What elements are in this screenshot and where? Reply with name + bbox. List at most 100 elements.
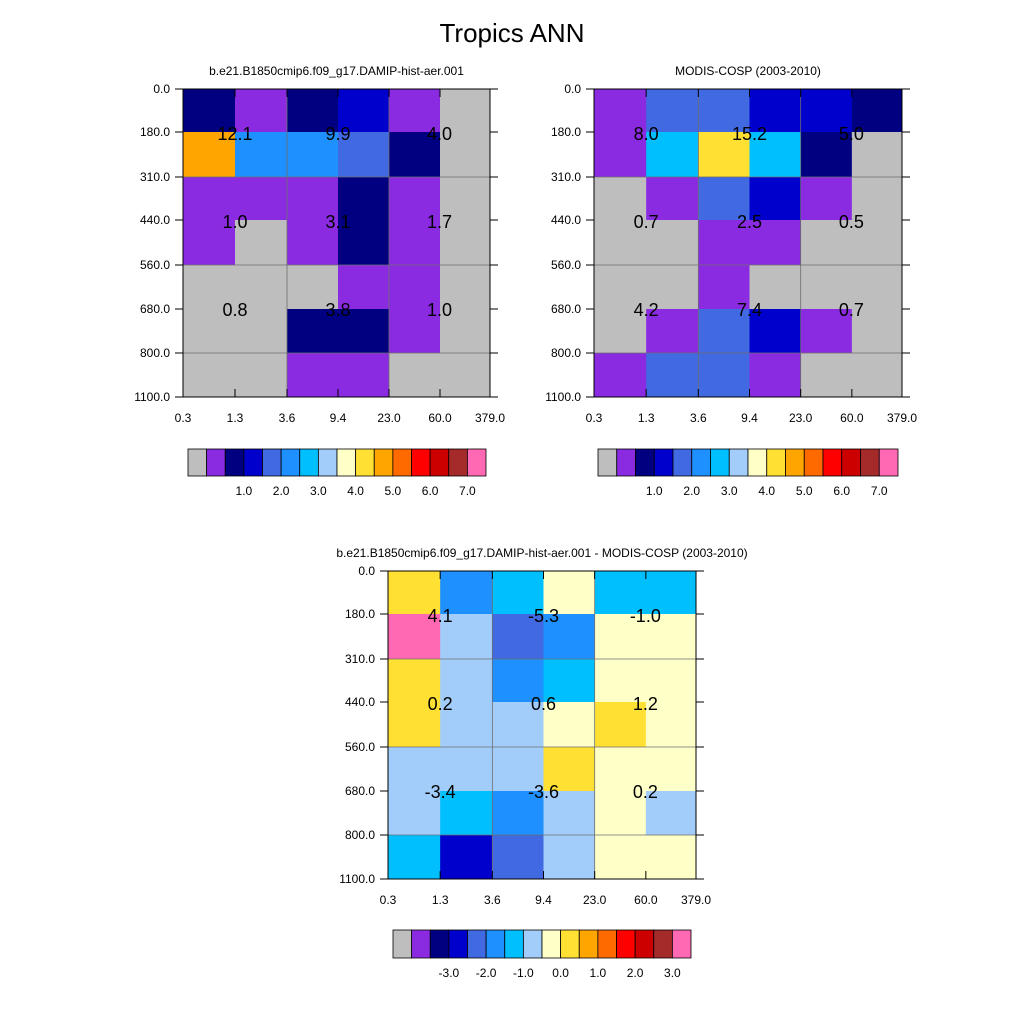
heatmap-cell	[338, 89, 390, 133]
heatmap-cell	[388, 571, 441, 615]
heatmap-cell	[183, 309, 236, 354]
heatmap-cell	[800, 132, 853, 178]
heatmap-cell	[646, 132, 699, 178]
heatmap-cell	[646, 309, 699, 354]
heatmap-cell	[800, 309, 853, 354]
heatmap-cell	[440, 747, 493, 792]
colorbar-label: 4.0	[758, 484, 775, 498]
heatmap-cell	[749, 132, 802, 178]
colorbar-label: 2.0	[627, 966, 644, 980]
y-tick-label: 800.0	[551, 346, 581, 360]
heatmap-cell	[646, 265, 699, 310]
colorbar-swatch	[522, 929, 543, 959]
heatmap-cell	[183, 353, 236, 398]
cell-value-label: 4.2	[634, 300, 659, 320]
y-tick-label: 180.0	[345, 607, 375, 621]
heatmap-cell	[594, 702, 647, 748]
cell-value-label: 3.1	[325, 212, 350, 232]
panel-title: b.e21.B1850cmip6.f09_g17.DAMIP-hist-aer.…	[336, 546, 747, 560]
y-tick-label: 560.0	[140, 258, 170, 272]
heatmap-cell	[388, 659, 441, 703]
y-tick-label: 1100.0	[339, 872, 375, 886]
heatmap-cell	[698, 309, 751, 354]
heatmap-cell	[594, 132, 647, 178]
heatmap-cell	[698, 132, 751, 178]
cell-value-label: 5.0	[839, 124, 864, 144]
colorbar-swatch	[691, 448, 711, 477]
heatmap-cell	[851, 220, 903, 266]
heatmap-cell	[749, 353, 802, 398]
heatmap-cell	[235, 220, 288, 266]
heatmap-cell	[645, 835, 697, 880]
cell-value-label: -5.3	[528, 606, 559, 626]
x-tick-label: 60.0	[840, 411, 864, 425]
colorbar-swatch	[597, 929, 617, 959]
x-tick-label: 379.0	[475, 411, 505, 425]
x-tick-label: 9.4	[330, 411, 347, 425]
heatmap-cell	[287, 353, 339, 398]
panel-title: MODIS-COSP (2003-2010)	[675, 64, 821, 78]
cell-value-label: 15.2	[732, 124, 767, 144]
plot-frame	[593, 88, 903, 398]
heatmap-cell	[749, 309, 802, 354]
cell-value-label: 3.8	[325, 300, 350, 320]
colorbar-label: 1.0	[590, 966, 607, 980]
heatmap-cell	[800, 89, 853, 133]
x-tick-label: 60.0	[634, 893, 658, 907]
cell-value-label: 7.4	[737, 300, 762, 320]
y-tick-label: 0.0	[564, 82, 581, 96]
heatmap-cell	[594, 614, 647, 660]
heatmap-cell	[287, 89, 339, 133]
colorbar-label: 2.0	[683, 484, 700, 498]
y-tick-label: 440.0	[551, 213, 581, 227]
heatmap-cell	[389, 177, 441, 221]
heatmap-cell	[800, 353, 853, 398]
colorbar-swatch	[841, 448, 861, 477]
heatmap-cell	[594, 265, 647, 310]
heatmap-cell	[749, 177, 802, 221]
cell-value-label: 1.0	[427, 300, 452, 320]
heatmap-cell	[440, 571, 493, 615]
y-tick-label: 180.0	[140, 125, 170, 139]
heatmap-cell	[492, 659, 545, 703]
heatmap-cell	[235, 132, 288, 178]
heatmap-cell	[388, 702, 441, 748]
plot-frame	[387, 570, 697, 880]
heatmap-cell	[851, 309, 903, 354]
cell-value-label: 8.0	[634, 124, 659, 144]
colorbar-swatch	[429, 929, 450, 959]
y-tick-label: 680.0	[345, 784, 375, 798]
heatmap-cell	[851, 353, 903, 398]
colorbar-swatch	[355, 448, 375, 477]
y-tick-label: 310.0	[140, 170, 170, 184]
colorbar-swatch	[616, 448, 636, 477]
heatmap-cell	[183, 220, 236, 266]
heatmap-cell	[594, 177, 647, 221]
heatmap-cell	[594, 747, 647, 792]
colorbar-swatch	[672, 448, 693, 477]
heatmap-cell	[287, 309, 339, 354]
heatmap-cell	[492, 791, 545, 836]
heatmap-cell	[440, 309, 491, 354]
heatmap-cell	[646, 220, 699, 266]
panel-title: b.e21.B1850cmip6.f09_g17.DAMIP-hist-aer.…	[209, 64, 464, 78]
heatmap-cell	[800, 177, 853, 221]
colorbar: 1.0 2.0 3.0 4.0 5.0 6.0 7.0	[597, 448, 899, 498]
x-tick-label: 379.0	[681, 893, 711, 907]
heatmap-cell	[287, 265, 339, 310]
heatmap-cell	[543, 835, 596, 880]
x-tick-label: 9.4	[535, 893, 552, 907]
panel-2: MODIS-COSP (2003-2010) 0.3 1.3 3.6 9.4 23.0 60…	[545, 64, 917, 498]
colorbar-label: 7.0	[459, 484, 476, 498]
colorbar-swatch	[411, 448, 431, 477]
heatmap-cell	[594, 659, 647, 703]
heatmap-cell	[749, 265, 802, 310]
plot-frame	[182, 88, 491, 398]
heatmap-cell	[440, 791, 493, 836]
heatmap-cell	[645, 571, 697, 615]
heatmap-cell	[594, 220, 647, 266]
heatmap-cell	[646, 353, 699, 398]
colorbar-swatch	[860, 448, 880, 477]
heatmap-cell	[543, 747, 596, 792]
cell-value-label: 0.6	[531, 694, 556, 714]
